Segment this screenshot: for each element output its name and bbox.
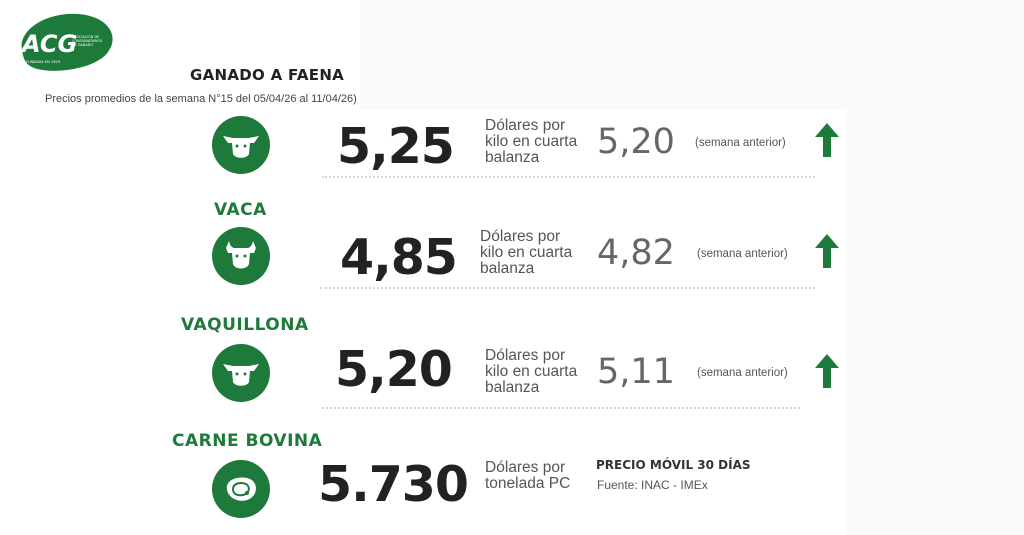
page-subtitle: Precios promedios de la semana N°15 del … xyxy=(45,93,357,105)
cow-head-icon xyxy=(212,344,270,402)
category-label: VAQUILLONA xyxy=(181,315,309,335)
price-panel xyxy=(175,110,845,535)
divider xyxy=(322,176,815,178)
price-value: 4,85 xyxy=(340,229,458,286)
divider xyxy=(322,407,800,409)
price-value: 5.730 xyxy=(318,456,469,513)
arrow-up-icon xyxy=(815,123,839,157)
logo-founded: FUNDADA EN 1929 xyxy=(26,60,61,64)
arrow-up-icon xyxy=(815,234,839,268)
previous-price: 4,82 xyxy=(597,233,675,273)
previous-label: (semana anterior) xyxy=(697,367,788,379)
cow-head-icon xyxy=(212,116,270,174)
previous-label: (semana anterior) xyxy=(695,137,786,149)
price-unit: Dólares por kilo en cuarta balanza xyxy=(485,347,578,396)
meat-cut-icon xyxy=(212,460,270,518)
category-label: VACA xyxy=(214,200,267,220)
price-value: 5,25 xyxy=(337,118,455,175)
price-unit: Dólares por kilo en cuarta balanza xyxy=(480,228,573,277)
cow-head-icon xyxy=(212,227,270,285)
category-label: CARNE BOVINA xyxy=(172,431,323,451)
logo-text: ACG xyxy=(20,30,77,58)
divider xyxy=(320,287,815,289)
acg-logo: ACG ASOCIACIÓN DE CONSIGNATARIOS DE GANA… xyxy=(20,13,113,71)
moving-price-title: PRECIO MÓVIL 30 DÍAS xyxy=(596,458,751,472)
previous-price: 5,20 xyxy=(597,122,675,162)
price-unit: Dólares por tonelada PC xyxy=(485,459,571,492)
source-text: Fuente: INAC - IMEx xyxy=(597,478,708,492)
price-value: 5,20 xyxy=(335,341,453,398)
previous-label: (semana anterior) xyxy=(697,248,788,260)
arrow-up-icon xyxy=(815,354,839,388)
page-title: GANADO A FAENA xyxy=(190,66,345,84)
price-unit: Dólares por kilo en cuarta balanza xyxy=(485,117,578,166)
previous-price: 5,11 xyxy=(597,352,675,392)
svg-text:ASOCIACIÓN DE CONSIGNATARI: ASOCIACIÓN DE CONSIGNATARIOS DE GANADO xyxy=(72,34,103,47)
